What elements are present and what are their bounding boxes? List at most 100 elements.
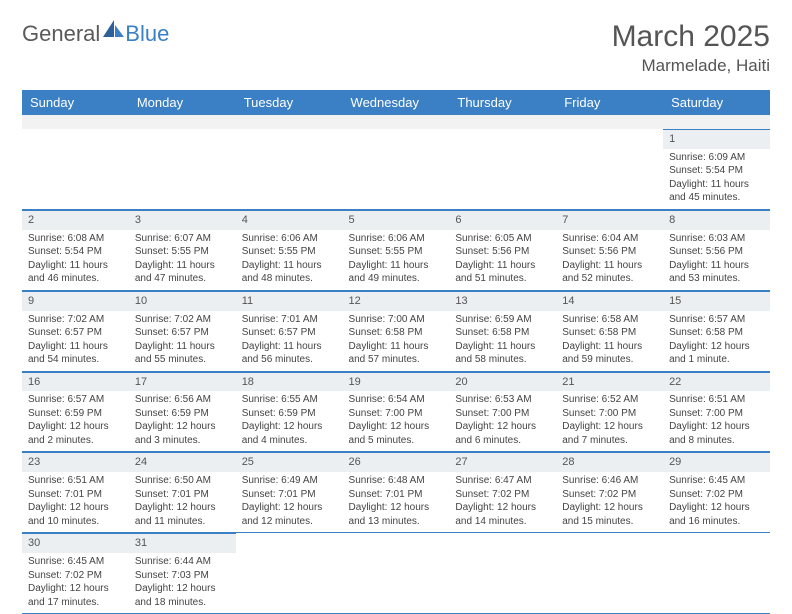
day-header: Tuesday: [236, 90, 343, 115]
day-body: Sunrise: 6:45 AMSunset: 7:02 PMDaylight:…: [22, 553, 129, 613]
sunset-text: Sunset: 6:58 PM: [562, 326, 657, 340]
daylight-text: Daylight: 12 hours and 6 minutes.: [455, 420, 550, 447]
daylight-text: Daylight: 12 hours and 8 minutes.: [669, 420, 764, 447]
day-header: Wednesday: [343, 90, 450, 115]
blank-cell: [343, 129, 450, 209]
day-cell: 7Sunrise: 6:04 AMSunset: 5:56 PMDaylight…: [556, 209, 663, 290]
month-title: March 2025: [612, 20, 770, 54]
sunrise-text: Sunrise: 6:09 AM: [669, 151, 764, 165]
day-number: 24: [129, 452, 236, 472]
sunset-text: Sunset: 7:00 PM: [562, 407, 657, 421]
day-cell: 17Sunrise: 6:56 AMSunset: 6:59 PMDayligh…: [129, 371, 236, 452]
day-number: 22: [663, 372, 770, 392]
day-body: Sunrise: 6:58 AMSunset: 6:58 PMDaylight:…: [556, 311, 663, 371]
day-cell: 31Sunrise: 6:44 AMSunset: 7:03 PMDayligh…: [129, 533, 236, 614]
day-number: 12: [343, 291, 450, 311]
day-cell: 3Sunrise: 6:07 AMSunset: 5:55 PMDaylight…: [129, 209, 236, 290]
day-cell: 29Sunrise: 6:45 AMSunset: 7:02 PMDayligh…: [663, 452, 770, 533]
sunset-text: Sunset: 7:00 PM: [669, 407, 764, 421]
sunrise-text: Sunrise: 6:06 AM: [242, 232, 337, 246]
day-body: Sunrise: 6:50 AMSunset: 7:01 PMDaylight:…: [129, 472, 236, 532]
day-header: Monday: [129, 90, 236, 115]
daylight-text: Daylight: 12 hours and 17 minutes.: [28, 582, 123, 609]
sunset-text: Sunset: 6:58 PM: [669, 326, 764, 340]
sunrise-text: Sunrise: 6:54 AM: [349, 393, 444, 407]
day-cell: 18Sunrise: 6:55 AMSunset: 6:59 PMDayligh…: [236, 371, 343, 452]
sunrise-text: Sunrise: 6:46 AM: [562, 474, 657, 488]
empty-cell: [129, 115, 236, 129]
day-header: Friday: [556, 90, 663, 115]
empty-cell: [449, 115, 556, 129]
day-body: Sunrise: 6:03 AMSunset: 5:56 PMDaylight:…: [663, 230, 770, 290]
day-body: Sunrise: 6:48 AMSunset: 7:01 PMDaylight:…: [343, 472, 450, 532]
day-number: 1: [663, 129, 770, 149]
daylight-text: Daylight: 12 hours and 1 minute.: [669, 340, 764, 367]
sunrise-text: Sunrise: 6:53 AM: [455, 393, 550, 407]
day-cell: 2Sunrise: 6:08 AMSunset: 5:54 PMDaylight…: [22, 209, 129, 290]
day-header: Thursday: [449, 90, 556, 115]
daylight-text: Daylight: 12 hours and 4 minutes.: [242, 420, 337, 447]
empty-cell: [556, 115, 663, 129]
daylight-text: Daylight: 11 hours and 47 minutes.: [135, 259, 230, 286]
day-body: Sunrise: 6:57 AMSunset: 6:59 PMDaylight:…: [22, 391, 129, 451]
sunrise-text: Sunrise: 6:59 AM: [455, 313, 550, 327]
day-body: Sunrise: 6:49 AMSunset: 7:01 PMDaylight:…: [236, 472, 343, 532]
sunset-text: Sunset: 7:02 PM: [28, 569, 123, 583]
sunset-text: Sunset: 6:57 PM: [135, 326, 230, 340]
daylight-text: Daylight: 12 hours and 5 minutes.: [349, 420, 444, 447]
day-header: Saturday: [663, 90, 770, 115]
day-number: 4: [236, 210, 343, 230]
daylight-text: Daylight: 12 hours and 12 minutes.: [242, 501, 337, 528]
day-body: Sunrise: 6:51 AMSunset: 7:01 PMDaylight:…: [22, 472, 129, 532]
day-number: 31: [129, 533, 236, 553]
week-row: 2Sunrise: 6:08 AMSunset: 5:54 PMDaylight…: [22, 209, 770, 290]
day-body: Sunrise: 6:06 AMSunset: 5:55 PMDaylight:…: [343, 230, 450, 290]
day-cell: 6Sunrise: 6:05 AMSunset: 5:56 PMDaylight…: [449, 209, 556, 290]
empty-cell: [22, 115, 129, 129]
day-cell: 20Sunrise: 6:53 AMSunset: 7:00 PMDayligh…: [449, 371, 556, 452]
sunrise-text: Sunrise: 6:47 AM: [455, 474, 550, 488]
day-body: Sunrise: 6:04 AMSunset: 5:56 PMDaylight:…: [556, 230, 663, 290]
day-number: 13: [449, 291, 556, 311]
day-body: Sunrise: 6:59 AMSunset: 6:58 PMDaylight:…: [449, 311, 556, 371]
sunrise-text: Sunrise: 6:48 AM: [349, 474, 444, 488]
day-body: Sunrise: 6:52 AMSunset: 7:00 PMDaylight:…: [556, 391, 663, 451]
blank-cell: [129, 129, 236, 209]
sunrise-text: Sunrise: 6:06 AM: [349, 232, 444, 246]
daylight-text: Daylight: 12 hours and 14 minutes.: [455, 501, 550, 528]
day-cell: 23Sunrise: 6:51 AMSunset: 7:01 PMDayligh…: [22, 452, 129, 533]
sunset-text: Sunset: 5:54 PM: [28, 245, 123, 259]
day-number: 17: [129, 372, 236, 392]
calendar-table: SundayMondayTuesdayWednesdayThursdayFrid…: [22, 90, 770, 614]
day-body: Sunrise: 6:05 AMSunset: 5:56 PMDaylight:…: [449, 230, 556, 290]
sunset-text: Sunset: 6:59 PM: [242, 407, 337, 421]
day-cell: 1Sunrise: 6:09 AMSunset: 5:54 PMDaylight…: [663, 129, 770, 209]
day-number: 14: [556, 291, 663, 311]
daylight-text: Daylight: 11 hours and 51 minutes.: [455, 259, 550, 286]
sunrise-text: Sunrise: 6:04 AM: [562, 232, 657, 246]
sunrise-text: Sunrise: 6:07 AM: [135, 232, 230, 246]
blank-cell: [556, 533, 663, 614]
sunset-text: Sunset: 6:58 PM: [349, 326, 444, 340]
day-body: Sunrise: 6:51 AMSunset: 7:00 PMDaylight:…: [663, 391, 770, 451]
blank-cell: [449, 129, 556, 209]
day-number: 15: [663, 291, 770, 311]
blank-cell: [449, 533, 556, 614]
daylight-text: Daylight: 12 hours and 10 minutes.: [28, 501, 123, 528]
daylight-text: Daylight: 11 hours and 56 minutes.: [242, 340, 337, 367]
week-row: 16Sunrise: 6:57 AMSunset: 6:59 PMDayligh…: [22, 371, 770, 452]
sunset-text: Sunset: 5:56 PM: [562, 245, 657, 259]
day-header: Sunday: [22, 90, 129, 115]
sunset-text: Sunset: 7:02 PM: [562, 488, 657, 502]
day-number: 26: [343, 452, 450, 472]
sunset-text: Sunset: 5:55 PM: [135, 245, 230, 259]
sunset-text: Sunset: 5:55 PM: [242, 245, 337, 259]
sunrise-text: Sunrise: 6:55 AM: [242, 393, 337, 407]
day-cell: 21Sunrise: 6:52 AMSunset: 7:00 PMDayligh…: [556, 371, 663, 452]
location: Marmelade, Haiti: [612, 56, 770, 76]
day-cell: 14Sunrise: 6:58 AMSunset: 6:58 PMDayligh…: [556, 290, 663, 371]
sunrise-text: Sunrise: 7:00 AM: [349, 313, 444, 327]
day-header-row: SundayMondayTuesdayWednesdayThursdayFrid…: [22, 90, 770, 115]
empty-cell: [343, 115, 450, 129]
day-number: 19: [343, 372, 450, 392]
